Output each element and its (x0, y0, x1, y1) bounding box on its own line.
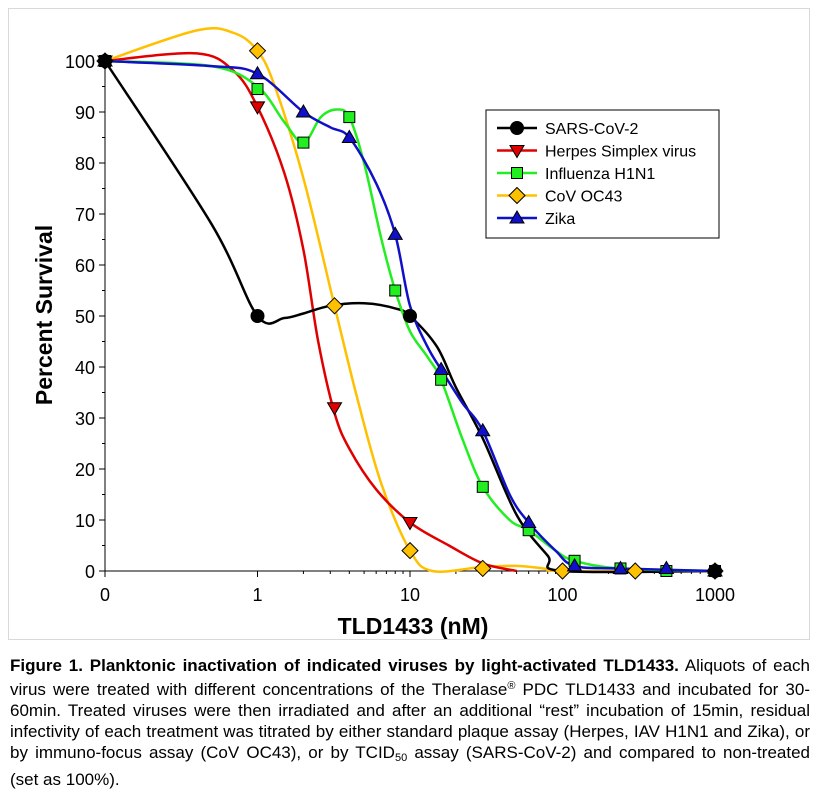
registered-mark: ® (507, 680, 516, 692)
point-zika (433, 361, 449, 376)
point-sars-cov-2 (403, 309, 417, 323)
point-zika (520, 514, 537, 529)
figure-frame (8, 8, 810, 640)
point-zika (658, 560, 675, 574)
point-cov-oc43 (474, 559, 492, 578)
curve-zika (104, 59, 716, 573)
legend: SARS-CoV-2 Herpes Simplex virus Influenza … (485, 109, 720, 239)
point-cov-oc43 (401, 541, 419, 560)
point-sars-cov-2 (98, 54, 112, 68)
point-influenza-h1n1 (343, 111, 356, 124)
legend-label-zika: Zika (545, 211, 575, 228)
y-tick-label: 60 (75, 256, 95, 276)
point-influenza-h1n1 (389, 284, 402, 297)
y-tick-label: 80 (75, 154, 95, 174)
point-herpes-simplex-virus (249, 101, 266, 115)
caption-text-a: Aliquots of each virus were treated with… (10, 656, 810, 699)
point-cov-oc43 (325, 297, 344, 315)
y-tick-label: 100 (65, 52, 95, 72)
legend-label-sars-cov-2: SARS-CoV-2 (545, 121, 638, 138)
legend-marker-cov-oc43 (508, 186, 526, 205)
curve-influenza-h1n1 (104, 59, 716, 573)
point-influenza-h1n1 (297, 136, 310, 149)
legend-marker-zika (509, 210, 525, 224)
caption-subscript: 50 (394, 752, 408, 764)
point-influenza-h1n1 (435, 373, 448, 386)
caption-text-c: assay (SARS-CoV-2) and compared to non-t… (10, 743, 810, 789)
legend-marker-influenza-h1n1 (511, 167, 523, 179)
y-tick-label: 10 (75, 511, 95, 531)
y-axis-label: Percent Survival (31, 225, 57, 405)
y-tick-label: 90 (75, 103, 95, 123)
x-tick-label: 100 (547, 585, 577, 605)
y-tick-label: 50 (75, 307, 95, 327)
x-tick-label: 1000 (695, 585, 735, 605)
point-zika (612, 560, 629, 574)
y-tick-label: 0 (85, 562, 95, 582)
point-sars-cov-2 (708, 564, 722, 578)
figure-caption: Figure 1. Planktonic inactivation of ind… (10, 655, 810, 790)
x-tick-label: 0 (100, 585, 110, 605)
point-zika (474, 422, 491, 437)
point-influenza-h1n1 (251, 83, 264, 96)
legend-label-influenza-h1n1: Influenza H1N1 (545, 166, 655, 183)
caption-title: Figure 1. Planktonic inactivation of ind… (10, 656, 679, 675)
point-zika (566, 557, 583, 572)
point-herpes-simplex-virus (402, 517, 418, 531)
legend-label-herpes-simplex-virus: Herpes Simplex virus (545, 144, 696, 161)
point-zika (387, 226, 404, 240)
y-tick-label: 70 (75, 205, 95, 225)
point-cov-oc43 (626, 562, 644, 580)
point-influenza-h1n1 (476, 480, 489, 493)
point-zika (341, 129, 358, 143)
point-cov-oc43 (248, 42, 267, 60)
legend-label-cov-oc43: CoV OC43 (545, 189, 622, 206)
curve-cov-oc43 (104, 27, 716, 573)
point-zika (249, 65, 266, 80)
legend-marker-sars-cov-2 (510, 121, 524, 135)
x-tick-label: 10 (400, 585, 420, 605)
data-points (96, 42, 724, 580)
point-herpes-simplex-virus (326, 402, 343, 416)
point-zika (295, 104, 312, 118)
x-axis-label: TLD1433 (nM) (338, 613, 489, 639)
y-tick-label: 40 (75, 358, 95, 378)
y-tick-label: 30 (75, 409, 95, 429)
legend-marker-herpes-simplex-virus (509, 145, 525, 159)
y-tick-label: 20 (75, 460, 95, 480)
point-cov-oc43 (553, 562, 572, 580)
caption-text-b: PDC TLD1433 and incubated for 30-60min. … (10, 680, 810, 762)
x-tick-label: 1 (252, 585, 262, 605)
point-sars-cov-2 (250, 309, 265, 323)
